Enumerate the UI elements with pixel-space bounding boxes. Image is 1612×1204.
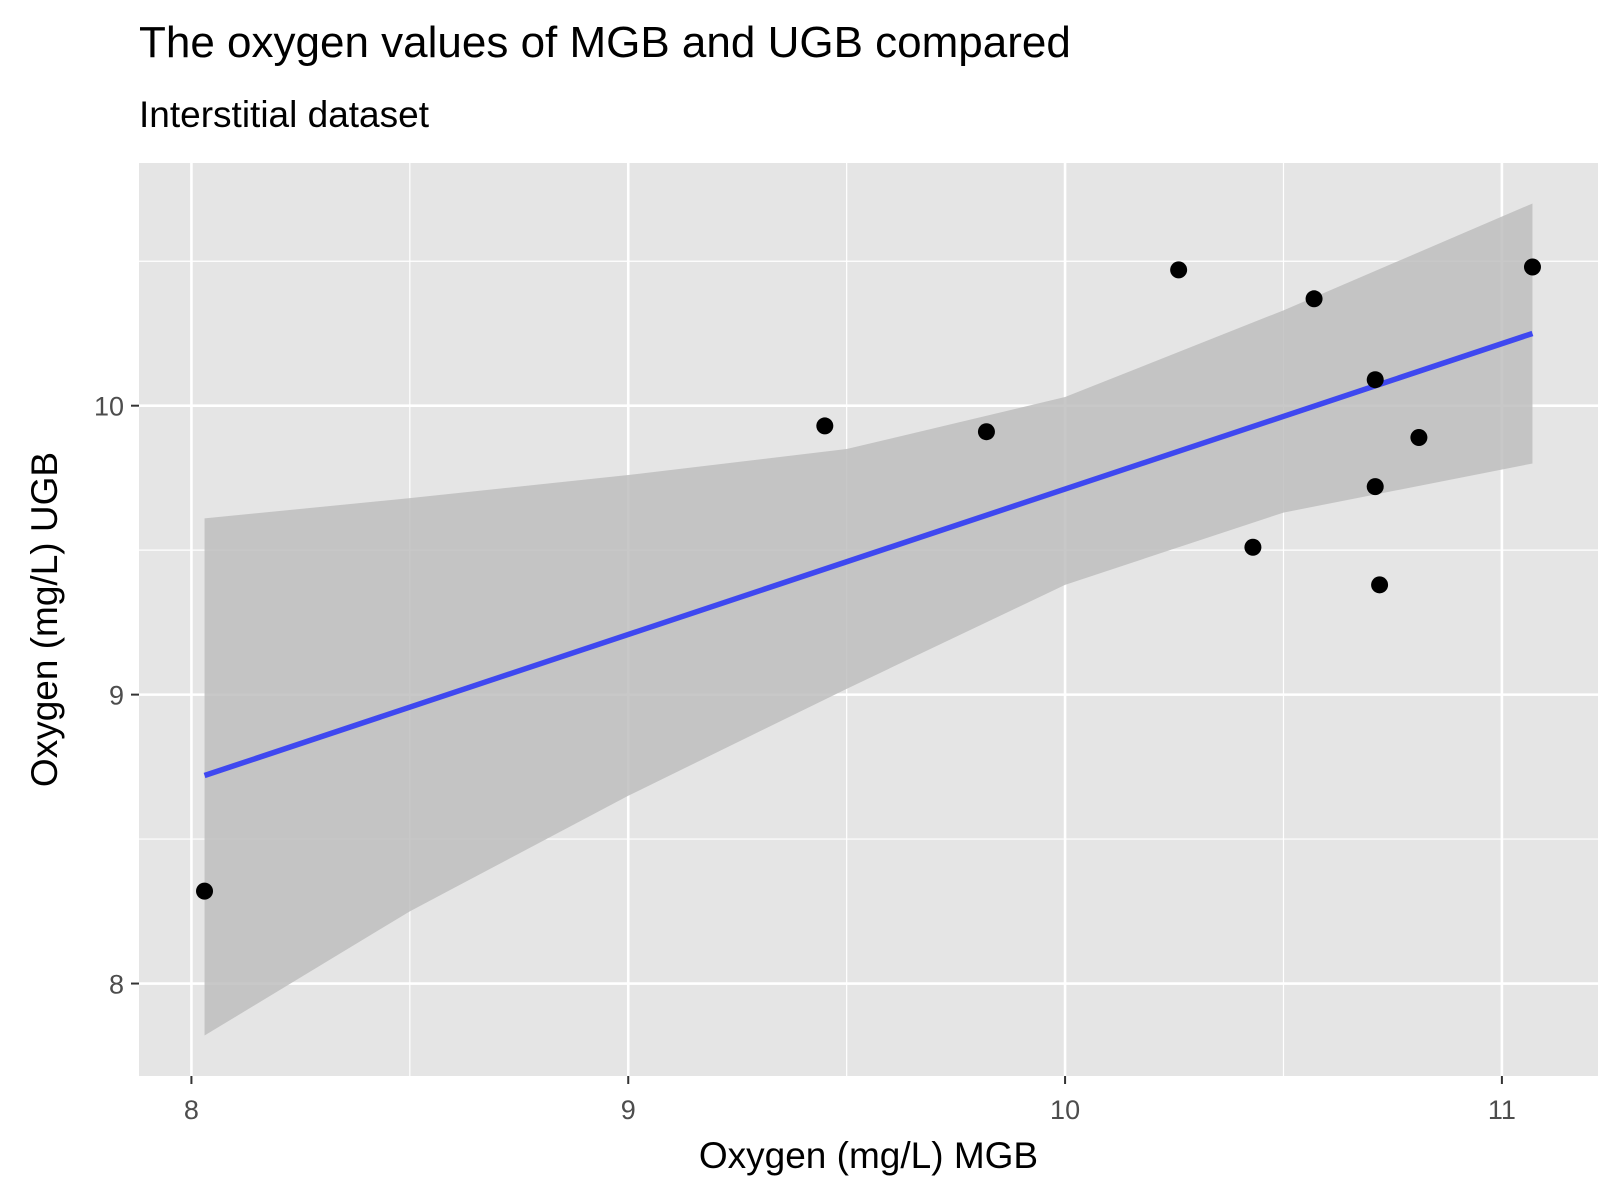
y-axis-title: Oxygen (mg/L) UGB [24, 452, 65, 787]
y-tick-label: 8 [109, 970, 124, 1000]
x-axis-ticks: 8 9 10 11 [184, 1076, 1516, 1125]
data-point [1170, 261, 1188, 279]
confidence-band [204, 203, 1533, 1036]
y-tick-label: 9 [109, 681, 124, 711]
data-point [977, 423, 995, 441]
y-tick-label: 10 [94, 392, 124, 422]
chart-subtitle: Interstitial dataset [139, 94, 429, 135]
y-axis-ticks: 8 9 10 [94, 392, 139, 1000]
trend-line [203, 330, 1534, 779]
data-point [1244, 538, 1262, 556]
x-tick-label: 8 [184, 1095, 199, 1125]
data-point [1305, 290, 1323, 308]
data-point [816, 417, 834, 435]
data-point [1366, 371, 1384, 389]
data-points [196, 258, 1541, 900]
data-point [1410, 428, 1428, 446]
data-point [1366, 478, 1384, 496]
x-tick-label: 9 [621, 1095, 636, 1125]
data-point [1523, 258, 1541, 276]
x-tick-label: 10 [1050, 1095, 1080, 1125]
x-tick-label: 11 [1488, 1095, 1516, 1125]
chart-title: The oxygen values of MGB and UGB compare… [139, 18, 1071, 67]
x-axis-title: Oxygen (mg/L) MGB [699, 1135, 1038, 1176]
data-point [196, 882, 214, 900]
data-point [1371, 576, 1389, 594]
